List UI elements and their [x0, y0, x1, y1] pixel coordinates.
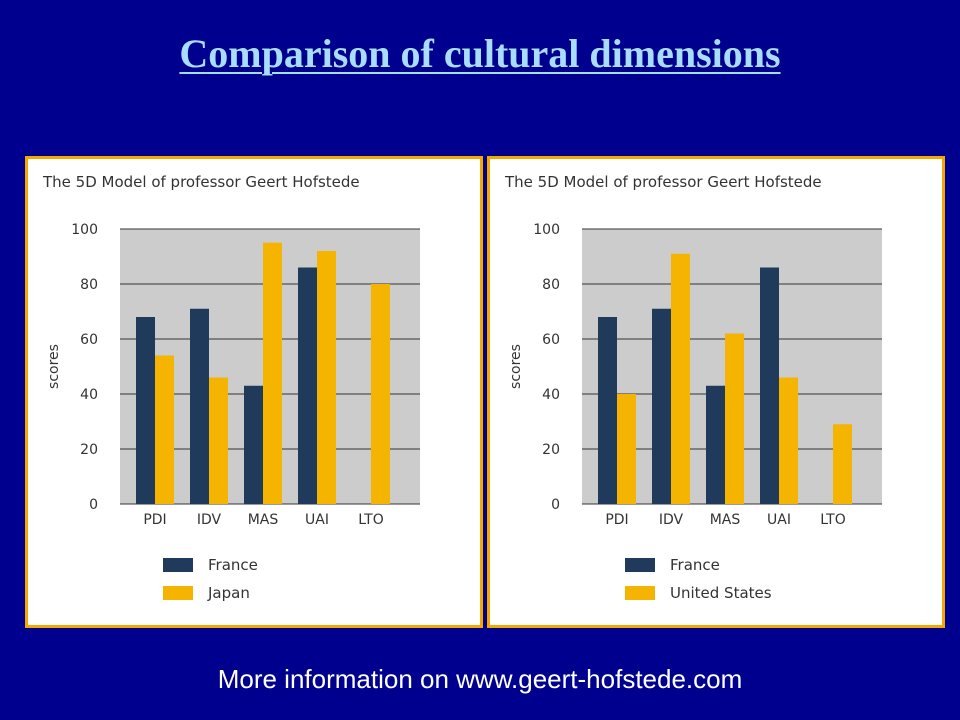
legend-label: France [670, 556, 720, 574]
x-tick-label: IDV [659, 512, 684, 528]
chart-title: The 5D Model of professor Geert Hofstede [504, 173, 822, 191]
bar-france-idv [652, 308, 671, 504]
y-axis-label: scores [508, 344, 524, 389]
bar-united-states-idv [671, 253, 690, 504]
x-tick-label: UAI [305, 512, 329, 528]
bar-chart: The 5D Model of professor Geert Hofstede… [504, 173, 882, 602]
chart-title: The 5D Model of professor Geert Hofstede [42, 173, 360, 191]
x-tick-label: LTO [358, 512, 383, 528]
y-tick-label: 20 [80, 442, 98, 458]
x-tick-label: UAI [767, 512, 791, 528]
bar-united-states-mas [725, 333, 744, 504]
bar-united-states-uai [779, 377, 798, 504]
y-tick-label: 80 [542, 277, 560, 293]
footer-info-text: More information on www.geert-hofstede.c… [217, 664, 743, 694]
y-tick-label: 20 [542, 442, 560, 458]
legend-swatch [163, 586, 193, 600]
legend-label: Japan [207, 584, 250, 602]
chart-panel-france-us: The 5D Model of professor Geert Hofstede… [487, 156, 945, 628]
x-tick-label: IDV [197, 512, 222, 528]
chart-panel-france-japan: The 5D Model of professor Geert Hofstede… [25, 156, 483, 628]
x-tick-label: PDI [143, 512, 166, 528]
bar-france-mas [244, 385, 263, 504]
bar-united-states-lto [833, 424, 852, 504]
bar-france-idv [190, 308, 209, 504]
legend-label: France [208, 556, 258, 574]
bar-chart: The 5D Model of professor Geert Hofstede… [42, 173, 420, 602]
y-tick-label: 100 [533, 222, 560, 238]
bar-france-mas [706, 385, 725, 504]
y-tick-label: 40 [542, 387, 560, 403]
x-tick-label: MAS [710, 512, 741, 528]
y-tick-label: 100 [71, 222, 98, 238]
bar-france-pdi [136, 317, 155, 504]
y-axis-label: scores [46, 344, 62, 389]
legend-swatch [625, 586, 655, 600]
x-tick-label: PDI [605, 512, 628, 528]
slide-title: Comparison of cultural dimensions [179, 31, 781, 76]
bar-france-pdi [598, 317, 617, 504]
bar-japan-lto [371, 284, 390, 504]
bar-japan-pdi [155, 355, 174, 504]
y-tick-label: 40 [80, 387, 98, 403]
x-tick-label: MAS [248, 512, 279, 528]
legend-label: United States [670, 584, 772, 602]
bar-france-uai [760, 267, 779, 504]
y-tick-label: 80 [80, 277, 98, 293]
bar-france-uai [298, 267, 317, 504]
y-tick-label: 60 [542, 332, 560, 348]
legend-swatch [163, 558, 193, 572]
legend-swatch [625, 558, 655, 572]
x-tick-label: LTO [820, 512, 845, 528]
bar-united-states-pdi [617, 394, 636, 504]
bar-japan-idv [209, 377, 228, 504]
y-tick-label: 0 [89, 497, 98, 513]
bar-japan-mas [263, 242, 282, 504]
bar-japan-uai [317, 251, 336, 504]
y-tick-label: 60 [80, 332, 98, 348]
y-tick-label: 0 [551, 497, 560, 513]
